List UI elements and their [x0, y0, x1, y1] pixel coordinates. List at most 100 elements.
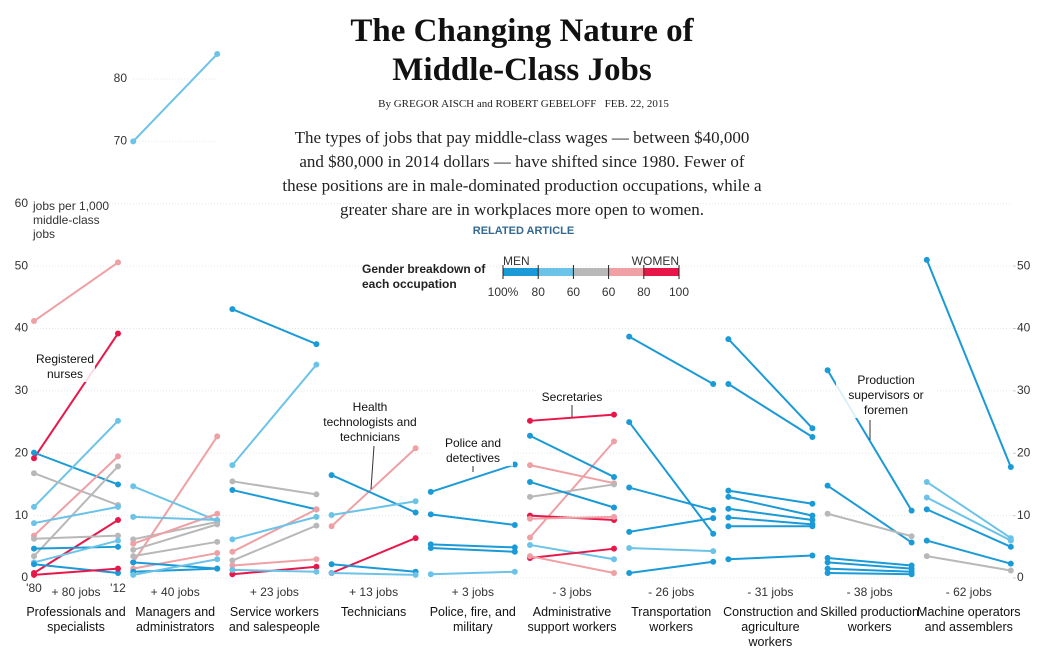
point	[923, 494, 930, 501]
slope-line	[827, 572, 912, 576]
point	[710, 507, 717, 514]
slope-line	[33, 261, 119, 322]
point	[31, 455, 37, 462]
point	[31, 545, 37, 552]
point	[130, 546, 137, 553]
legend-tick-label: 100%	[488, 285, 519, 299]
point	[611, 473, 617, 480]
point	[923, 553, 930, 560]
change-label: - 31 jobs	[747, 585, 793, 599]
change-label: + 23 jobs	[250, 585, 299, 599]
y-tick-label: 10	[15, 508, 29, 522]
point	[626, 528, 633, 535]
point	[824, 559, 831, 566]
point	[611, 504, 617, 511]
slope-line	[926, 539, 1012, 565]
point	[923, 478, 930, 485]
point	[626, 484, 633, 491]
slope-line	[727, 383, 813, 438]
point	[511, 548, 518, 555]
point	[229, 462, 236, 469]
point	[809, 523, 816, 530]
point	[626, 419, 633, 426]
point	[31, 553, 37, 560]
slope-line	[232, 568, 317, 573]
point	[710, 558, 717, 565]
point	[527, 534, 533, 541]
slope-line	[133, 558, 218, 576]
slope-line	[331, 563, 416, 573]
legend-tick-label: 80	[532, 285, 546, 299]
point	[611, 438, 617, 445]
legend-swatch	[573, 268, 609, 276]
related-link[interactable]: RELATED ARTICLE	[472, 225, 575, 237]
panel-label: Managers and administrators	[135, 605, 216, 634]
point	[809, 512, 816, 519]
point	[130, 483, 137, 490]
slope-line	[33, 455, 119, 537]
slope-line	[33, 505, 119, 525]
slope-line	[132, 53, 218, 143]
slope-line	[33, 545, 119, 550]
point	[214, 510, 221, 517]
slope-line	[628, 486, 714, 511]
point	[611, 513, 617, 520]
slope-line	[827, 512, 912, 538]
legend-title: Gender breakdown of each occupation	[362, 262, 486, 291]
point	[130, 513, 137, 520]
point	[824, 555, 831, 562]
slope-line	[628, 421, 714, 535]
slope-line	[529, 480, 615, 509]
point	[725, 556, 732, 563]
slope-line	[33, 519, 119, 574]
slope-line	[232, 308, 317, 346]
point	[31, 470, 37, 477]
y2-tick-label: 20	[1017, 445, 1031, 459]
slope-line	[133, 552, 218, 570]
byline-row: By GREGOR AISCH and ROBERT GEBELOFF FEB.…	[0, 98, 1047, 110]
slope-line	[33, 332, 119, 459]
point	[824, 510, 831, 517]
slope-line	[132, 523, 218, 551]
point	[229, 536, 236, 543]
point	[115, 543, 121, 550]
slope-line	[33, 567, 119, 576]
change-label: + 80 jobs	[51, 585, 100, 599]
point	[824, 570, 831, 577]
point	[725, 381, 732, 388]
slope-line	[628, 335, 714, 385]
slope-line	[430, 543, 515, 549]
slope-line	[728, 516, 813, 526]
slope-line	[33, 472, 119, 506]
slope-line	[330, 447, 417, 527]
point	[130, 559, 137, 566]
point	[31, 503, 37, 510]
y-axis-label: jobs per 1,000 middle-class jobs	[33, 199, 110, 241]
slope-line	[231, 364, 318, 466]
slope-line	[430, 547, 515, 553]
slope-line	[133, 567, 218, 573]
point	[809, 434, 816, 441]
point	[313, 491, 320, 498]
point	[908, 507, 915, 514]
point	[527, 432, 533, 439]
point	[511, 521, 518, 528]
legend-tick-label: 100	[669, 285, 689, 299]
slope-line	[529, 555, 615, 574]
y2-tick-label: 10	[1017, 508, 1031, 522]
point	[427, 511, 434, 518]
point	[1007, 543, 1014, 550]
point	[611, 411, 617, 418]
point	[527, 493, 533, 500]
point	[214, 433, 221, 440]
point	[725, 523, 732, 530]
point	[313, 563, 320, 570]
x-tick-label: '80	[26, 581, 42, 595]
change-label: + 13 jobs	[349, 585, 398, 599]
point	[115, 516, 121, 523]
slope-line	[33, 539, 119, 564]
slope-line	[926, 481, 1012, 539]
point	[908, 533, 915, 540]
point	[626, 545, 633, 552]
point	[725, 487, 732, 494]
